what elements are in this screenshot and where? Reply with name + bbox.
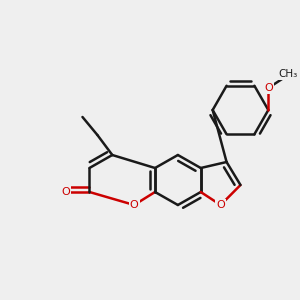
Text: CH₃: CH₃	[279, 69, 298, 79]
Text: O: O	[130, 200, 139, 210]
Text: O: O	[264, 83, 273, 93]
Text: O: O	[216, 200, 225, 210]
Text: O: O	[61, 187, 70, 197]
